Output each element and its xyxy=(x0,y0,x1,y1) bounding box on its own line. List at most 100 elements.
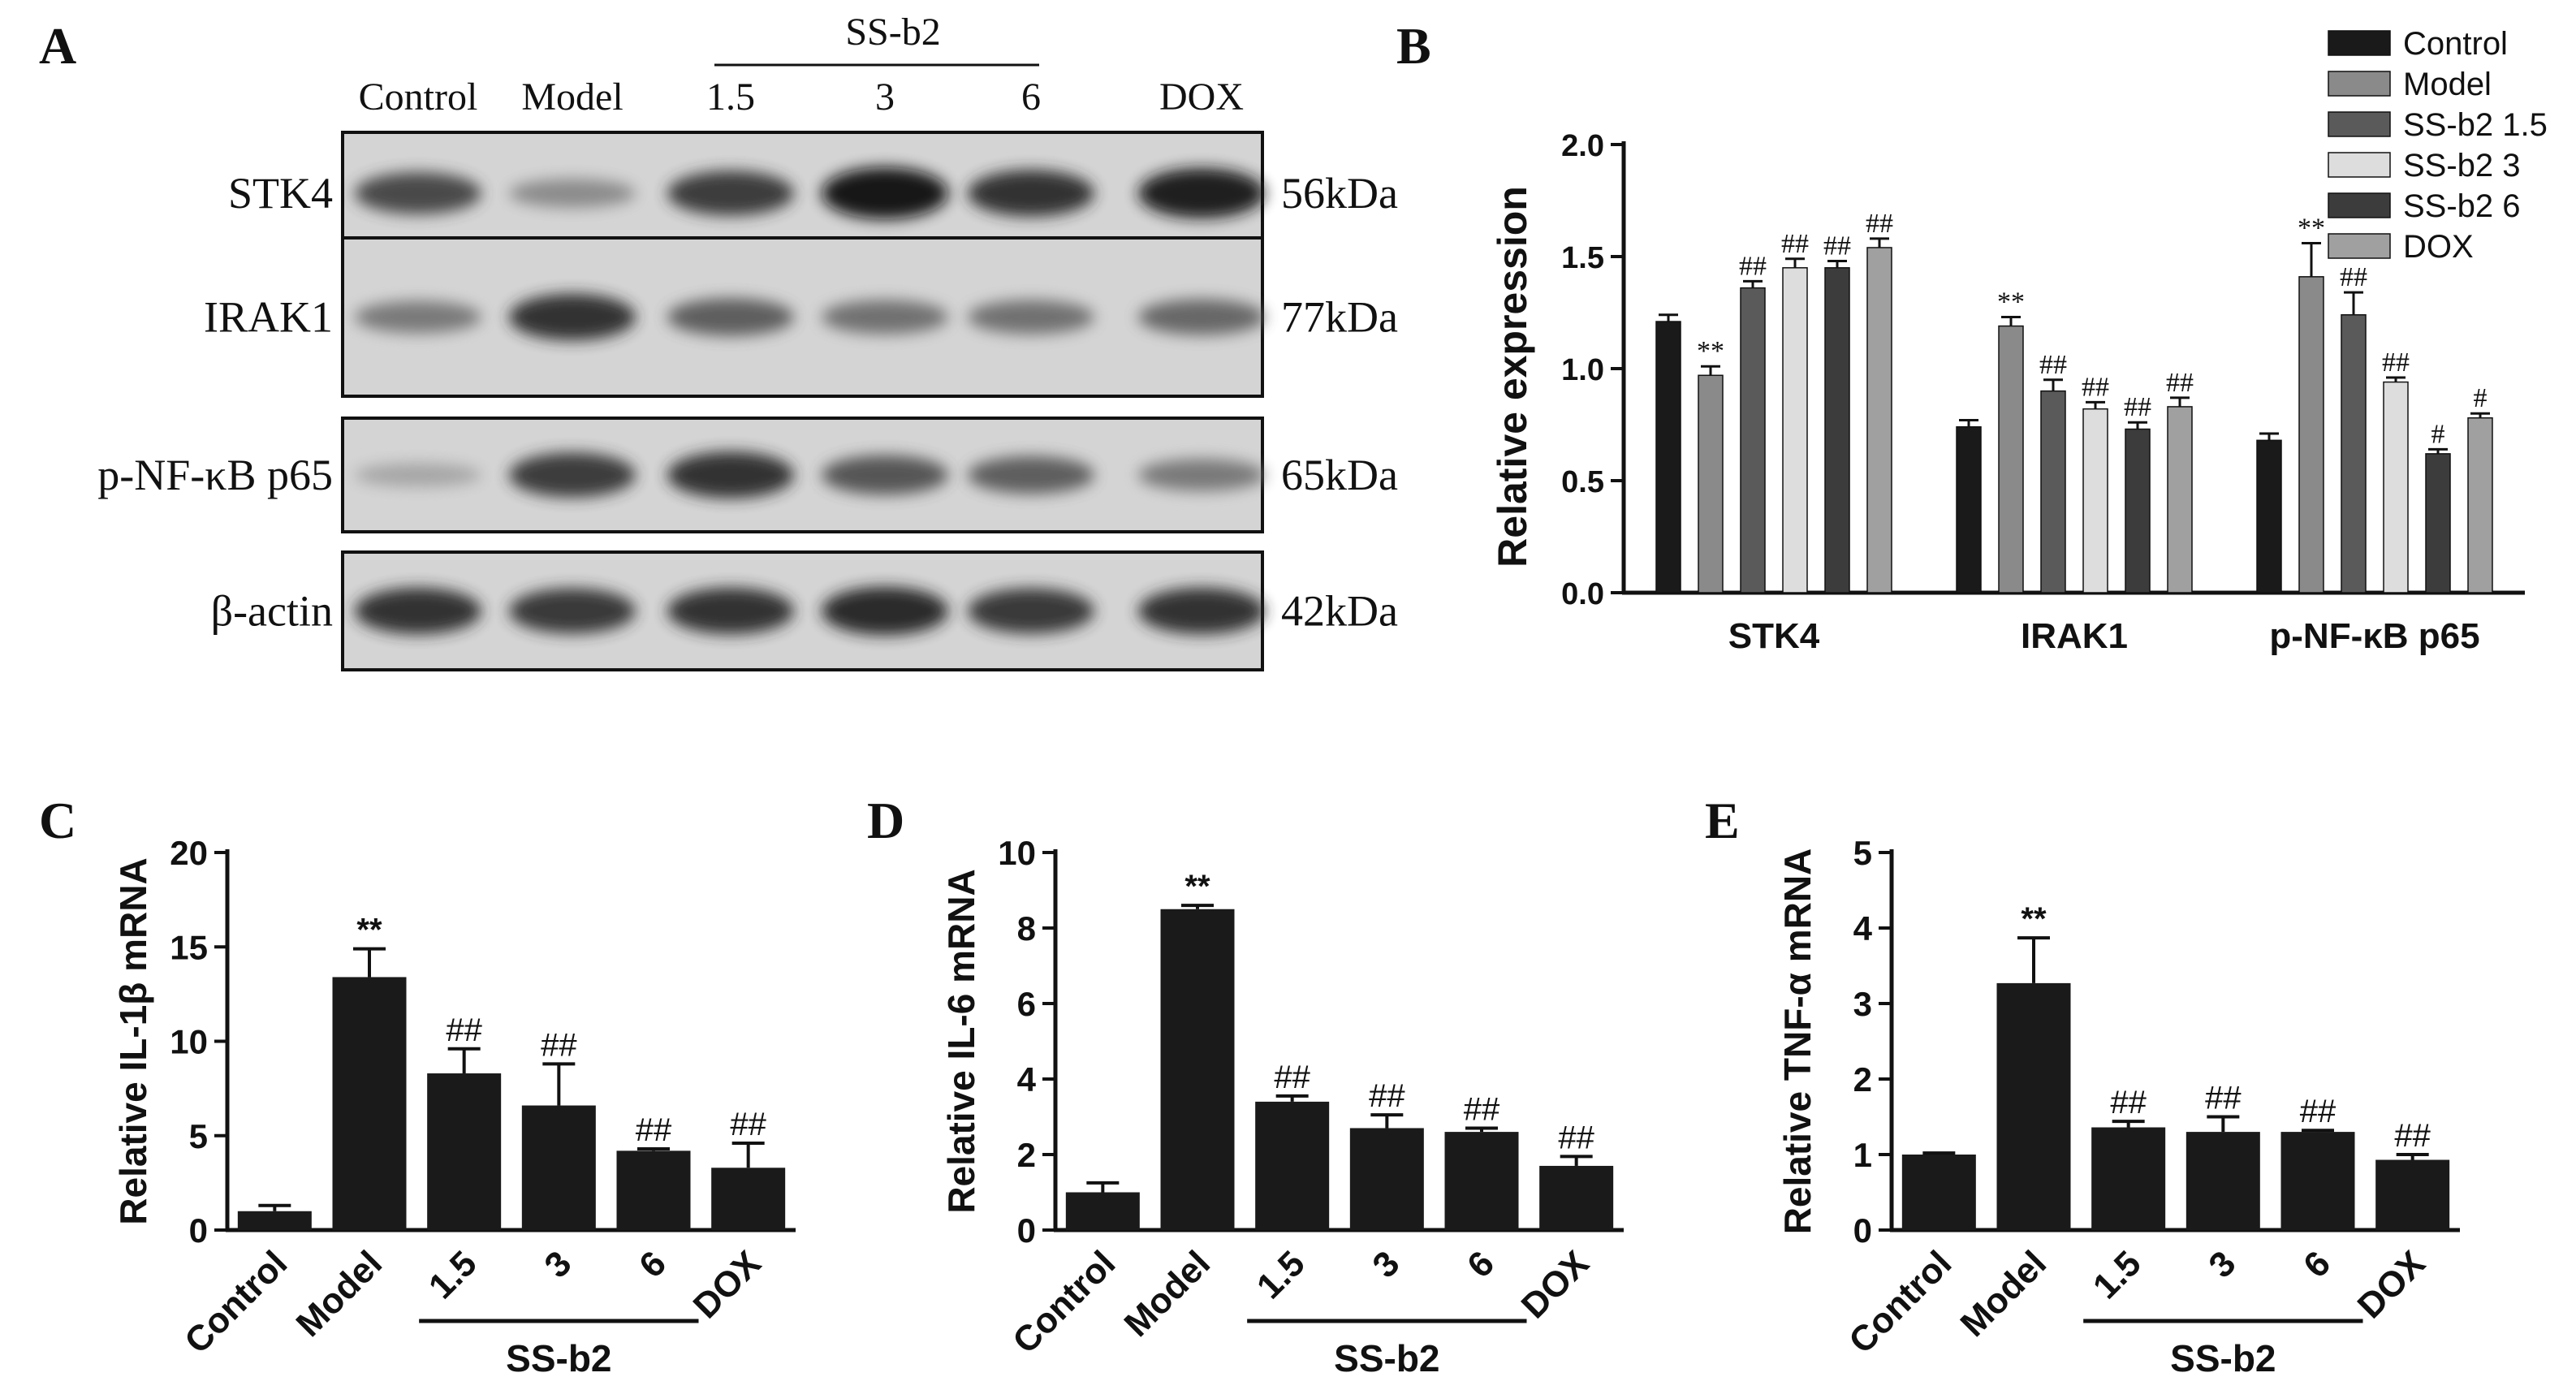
legend-label: DOX xyxy=(2403,229,2474,265)
significance-mark: ## xyxy=(446,1012,482,1048)
y-tick-label: 0.5 xyxy=(1561,465,1604,499)
significance-mark: ## xyxy=(2382,348,2410,378)
bar xyxy=(2298,276,2324,594)
bar xyxy=(616,1150,691,1230)
blot-band xyxy=(667,298,794,336)
legend-label: SS-b2 3 xyxy=(2403,148,2521,183)
bar xyxy=(1160,909,1235,1230)
significance-mark: ## xyxy=(636,1112,672,1148)
group-label: SS-b2 xyxy=(1334,1337,1439,1379)
y-axis-label: Relative IL-1β mRNA xyxy=(112,857,154,1224)
legend-label: Control xyxy=(2403,26,2508,62)
bar xyxy=(1065,1192,1140,1230)
bar xyxy=(1655,321,1681,594)
bar xyxy=(2082,408,2108,594)
significance-mark: ## xyxy=(2166,368,2194,398)
bar xyxy=(2256,439,2282,594)
y-tick-label: 4 xyxy=(1853,909,1873,948)
significance-mark: # xyxy=(2431,419,2445,449)
bar xyxy=(1444,1132,1519,1230)
significance-mark: ## xyxy=(1823,231,1851,261)
lane-label: 6 xyxy=(1021,76,1041,119)
bar xyxy=(2167,406,2193,594)
x-tick-label: Control xyxy=(1841,1243,1959,1361)
significance-mark: ## xyxy=(1866,209,1893,239)
lane-label: 1.5 xyxy=(706,76,755,119)
mw-label: 42kDa xyxy=(1281,587,1398,636)
significance-mark: ## xyxy=(2110,1085,2147,1120)
significance-mark: ## xyxy=(1739,251,1767,281)
blot-band xyxy=(667,171,794,216)
x-tick-label: Model xyxy=(289,1243,390,1345)
protein-label: β-actin xyxy=(211,587,333,636)
x-tick-label: 3 xyxy=(1365,1243,1407,1285)
x-tick-label: 3 xyxy=(2201,1243,2243,1285)
bar xyxy=(1782,267,1808,594)
significance-mark: ## xyxy=(1369,1078,1405,1114)
panel-letter: E xyxy=(1705,792,1740,849)
significance-mark: ** xyxy=(1697,336,1724,366)
mw-label: 65kDa xyxy=(1281,451,1398,499)
blot-band xyxy=(968,300,1094,335)
significance-mark: ## xyxy=(2394,1118,2431,1154)
y-tick-label: 0 xyxy=(189,1211,208,1250)
protein-label: IRAK1 xyxy=(204,293,333,342)
x-tick-label: DOX xyxy=(2350,1243,2433,1326)
y-tick-label: 1.5 xyxy=(1561,241,1604,275)
bar xyxy=(711,1168,786,1230)
blot-band xyxy=(822,455,948,495)
y-tick-label: 0 xyxy=(1853,1211,1872,1250)
y-tick-label: 2 xyxy=(1017,1136,1036,1174)
x-tick-label: Model xyxy=(1953,1243,2055,1345)
blot-band xyxy=(667,587,794,635)
group-label: SS-b2 xyxy=(506,1337,611,1379)
blot-strip xyxy=(341,236,1264,398)
x-tick-label: 6 xyxy=(2296,1243,2338,1285)
blot-band xyxy=(1138,459,1265,491)
bar xyxy=(2280,1132,2355,1230)
protein-label: STK4 xyxy=(228,169,333,218)
x-tick-label: 6 xyxy=(632,1243,674,1285)
y-tick-label: 3 xyxy=(1853,985,1872,1023)
significance-mark: ** xyxy=(2298,213,2325,243)
blot-band xyxy=(509,179,636,208)
y-tick-label: 1 xyxy=(1853,1136,1872,1174)
y-tick-label: 5 xyxy=(1853,834,1872,872)
bar xyxy=(2186,1132,2260,1230)
bar xyxy=(1349,1128,1424,1230)
lane-label: DOX xyxy=(1159,76,1244,119)
legend-label: SS-b2 1.5 xyxy=(2403,107,2548,143)
x-tick-label: Control xyxy=(1005,1243,1123,1361)
significance-mark: ** xyxy=(356,913,382,948)
bar xyxy=(2040,390,2066,594)
legend-swatch xyxy=(2328,152,2391,178)
legend-swatch xyxy=(2328,111,2391,137)
panel-letter-a: A xyxy=(39,17,76,75)
blot-band xyxy=(355,300,481,334)
significance-mark: ** xyxy=(2021,901,2047,937)
blot-band xyxy=(1138,299,1265,335)
bar xyxy=(1824,267,1850,594)
bar xyxy=(1901,1155,1976,1230)
significance-mark: ## xyxy=(2205,1081,2242,1116)
blot-band xyxy=(1138,587,1265,635)
bar xyxy=(2091,1127,2166,1230)
mw-label: 56kDa xyxy=(1281,169,1398,218)
legend-swatch xyxy=(2328,192,2391,218)
significance-mark: ## xyxy=(2082,372,2109,402)
x-tick-label: Control xyxy=(177,1243,295,1361)
blot-band xyxy=(1138,168,1265,218)
lane-label: 3 xyxy=(875,76,895,119)
significance-mark: ## xyxy=(730,1107,766,1142)
x-tick-label: 1.5 xyxy=(421,1243,485,1306)
x-tick-label: 3 xyxy=(537,1243,579,1285)
significance-mark: ## xyxy=(1274,1060,1310,1095)
y-tick-label: 8 xyxy=(1017,909,1036,948)
significance-mark: # xyxy=(2474,383,2488,413)
x-tick-label: 1.5 xyxy=(2086,1243,2149,1306)
significance-mark: ## xyxy=(2340,262,2367,292)
blot-band xyxy=(667,451,794,499)
significance-mark: ## xyxy=(1464,1091,1500,1127)
